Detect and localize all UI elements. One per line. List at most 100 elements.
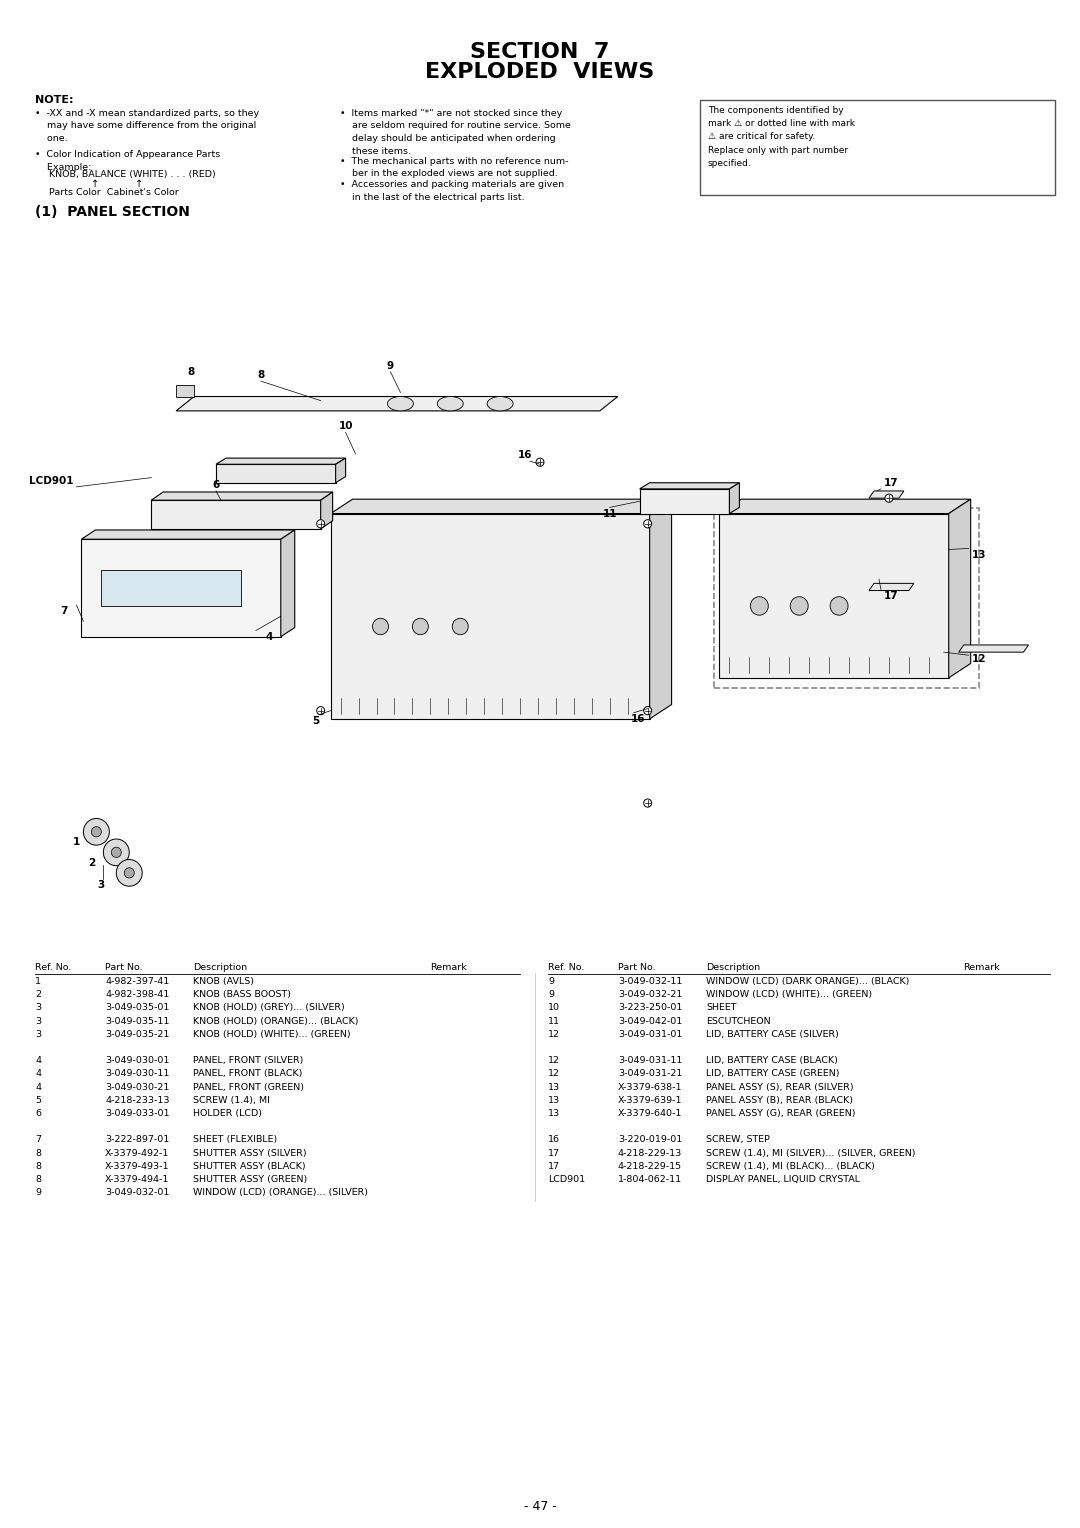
Polygon shape: [81, 539, 281, 637]
Text: PANEL, FRONT (BLACK): PANEL, FRONT (BLACK): [193, 1070, 302, 1079]
Text: 3-049-030-21: 3-049-030-21: [105, 1083, 170, 1091]
Circle shape: [92, 827, 102, 837]
Polygon shape: [650, 500, 672, 718]
Text: 5: 5: [312, 717, 320, 726]
Text: 13: 13: [548, 1096, 561, 1105]
Text: 4: 4: [35, 1056, 41, 1065]
FancyBboxPatch shape: [700, 99, 1055, 196]
Text: 8: 8: [257, 370, 265, 380]
Text: LCD901: LCD901: [29, 475, 73, 486]
Text: ↑: ↑: [135, 179, 144, 189]
Text: SCREW (1.4), MI: SCREW (1.4), MI: [193, 1096, 270, 1105]
Ellipse shape: [388, 396, 414, 411]
Polygon shape: [948, 500, 971, 678]
Text: 11: 11: [603, 509, 617, 518]
Text: 3: 3: [35, 1004, 41, 1013]
Polygon shape: [81, 530, 295, 539]
Text: WINDOW (LCD) (WHITE)... (GREEN): WINDOW (LCD) (WHITE)... (GREEN): [706, 990, 873, 999]
Text: •  Items marked "*" are not stocked since they
    are seldom required for routi: • Items marked "*" are not stocked since…: [340, 108, 571, 156]
Text: KNOB (BASS BOOST): KNOB (BASS BOOST): [193, 990, 291, 999]
Polygon shape: [719, 513, 948, 678]
Text: Ref. No.: Ref. No.: [35, 963, 71, 972]
Text: Parts Color  Cabinet's Color: Parts Color Cabinet's Color: [49, 188, 179, 197]
Text: 4: 4: [266, 631, 272, 642]
Text: 3-049-030-01: 3-049-030-01: [105, 1056, 170, 1065]
Text: Ref. No.: Ref. No.: [548, 963, 584, 972]
Text: KNOB (HOLD) (WHITE)... (GREEN): KNOB (HOLD) (WHITE)... (GREEN): [193, 1030, 351, 1039]
Circle shape: [791, 597, 808, 616]
Circle shape: [831, 597, 848, 616]
Text: 17: 17: [883, 478, 899, 487]
Text: 4-218-229-13: 4-218-229-13: [618, 1149, 683, 1158]
Circle shape: [413, 619, 429, 634]
Text: 6: 6: [213, 480, 219, 490]
Text: SHEET (FLEXIBLE): SHEET (FLEXIBLE): [193, 1135, 278, 1144]
Polygon shape: [639, 483, 740, 489]
Circle shape: [373, 619, 389, 634]
Text: X-3379-638-1: X-3379-638-1: [618, 1083, 683, 1091]
Text: SCREW (1.4), MI (SILVER)... (SILVER, GREEN): SCREW (1.4), MI (SILVER)... (SILVER, GRE…: [706, 1149, 916, 1158]
Text: 3-223-250-01: 3-223-250-01: [618, 1004, 683, 1013]
Text: X-3379-639-1: X-3379-639-1: [618, 1096, 683, 1105]
Text: X-3379-494-1: X-3379-494-1: [105, 1175, 170, 1184]
Text: 1: 1: [35, 976, 41, 986]
Text: Part No.: Part No.: [105, 963, 143, 972]
Text: 1: 1: [72, 837, 80, 847]
Text: •  Accessories and packing materials are given
    in the last of the electrical: • Accessories and packing materials are …: [340, 180, 564, 202]
Text: 17: 17: [548, 1149, 561, 1158]
Polygon shape: [151, 500, 321, 529]
Text: 3-049-032-01: 3-049-032-01: [105, 1189, 170, 1198]
Circle shape: [104, 839, 130, 866]
Text: WINDOW (LCD) (DARK ORANGE)... (BLACK): WINDOW (LCD) (DARK ORANGE)... (BLACK): [706, 976, 909, 986]
Text: 3-049-031-01: 3-049-031-01: [618, 1030, 683, 1039]
Polygon shape: [729, 483, 740, 513]
Text: Remark: Remark: [430, 963, 467, 972]
Circle shape: [644, 706, 651, 715]
Polygon shape: [639, 489, 729, 513]
Text: 12: 12: [971, 654, 986, 665]
Polygon shape: [869, 584, 914, 590]
Text: 3-049-033-01: 3-049-033-01: [105, 1109, 170, 1118]
Text: 8: 8: [35, 1175, 41, 1184]
Text: 3-049-035-21: 3-049-035-21: [105, 1030, 170, 1039]
Text: 4-982-398-41: 4-982-398-41: [105, 990, 170, 999]
Text: KNOB (HOLD) (GREY)... (SILVER): KNOB (HOLD) (GREY)... (SILVER): [193, 1004, 345, 1013]
Polygon shape: [176, 385, 194, 396]
Text: DISPLAY PANEL, LIQUID CRYSTAL: DISPLAY PANEL, LIQUID CRYSTAL: [706, 1175, 860, 1184]
Circle shape: [117, 860, 143, 886]
Text: 10: 10: [338, 422, 353, 431]
Circle shape: [644, 799, 651, 807]
Text: Description: Description: [706, 963, 760, 972]
Text: 3-049-031-11: 3-049-031-11: [618, 1056, 683, 1065]
Text: 12: 12: [548, 1070, 561, 1079]
Circle shape: [316, 520, 325, 529]
Polygon shape: [216, 458, 346, 465]
Text: PANEL ASSY (B), REAR (BLACK): PANEL ASSY (B), REAR (BLACK): [706, 1096, 853, 1105]
Text: 17: 17: [883, 591, 899, 601]
Text: 17: 17: [548, 1161, 561, 1170]
Text: SHUTTER ASSY (SILVER): SHUTTER ASSY (SILVER): [193, 1149, 307, 1158]
Text: 3-220-019-01: 3-220-019-01: [618, 1135, 683, 1144]
Text: (1)  PANEL SECTION: (1) PANEL SECTION: [35, 205, 190, 219]
Text: PANEL ASSY (G), REAR (GREEN): PANEL ASSY (G), REAR (GREEN): [706, 1109, 855, 1118]
Text: 4-982-397-41: 4-982-397-41: [105, 976, 170, 986]
Text: 9: 9: [548, 976, 554, 986]
Polygon shape: [281, 530, 295, 637]
Text: PANEL, FRONT (SILVER): PANEL, FRONT (SILVER): [193, 1056, 303, 1065]
Polygon shape: [719, 500, 971, 513]
Text: 3-049-035-11: 3-049-035-11: [105, 1016, 170, 1025]
Polygon shape: [330, 513, 650, 718]
Text: LID, BATTERY CASE (SILVER): LID, BATTERY CASE (SILVER): [706, 1030, 839, 1039]
Text: SHUTTER ASSY (BLACK): SHUTTER ASSY (BLACK): [193, 1161, 306, 1170]
Text: 3: 3: [35, 1030, 41, 1039]
Circle shape: [453, 619, 469, 634]
Ellipse shape: [437, 396, 463, 411]
Text: 16: 16: [631, 714, 645, 724]
Text: Remark: Remark: [963, 963, 1000, 972]
Text: 3-049-035-01: 3-049-035-01: [105, 1004, 170, 1013]
Text: 3: 3: [35, 1016, 41, 1025]
Text: 3-049-042-01: 3-049-042-01: [618, 1016, 683, 1025]
Text: WINDOW (LCD) (ORANGE)... (SILVER): WINDOW (LCD) (ORANGE)... (SILVER): [193, 1189, 368, 1198]
Text: KNOB (AVLS): KNOB (AVLS): [193, 976, 254, 986]
Text: KNOB (HOLD) (ORANGE)... (BLACK): KNOB (HOLD) (ORANGE)... (BLACK): [193, 1016, 359, 1025]
